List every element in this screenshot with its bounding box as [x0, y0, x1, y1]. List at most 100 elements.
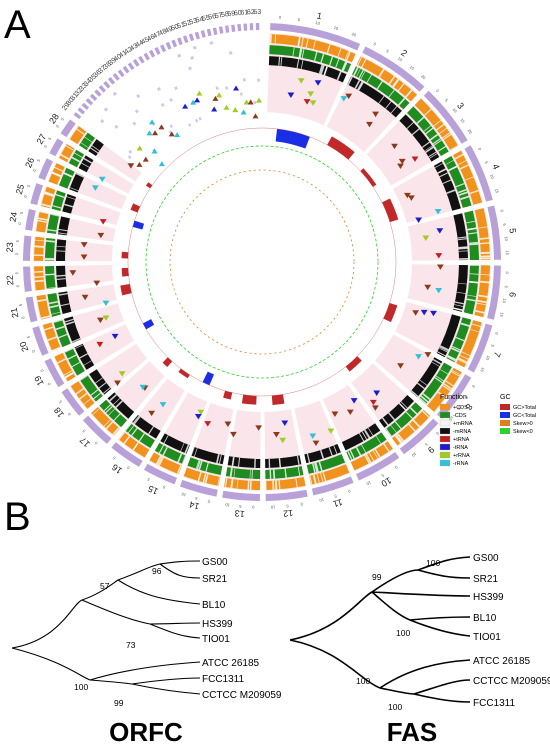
plus-cds-track [91, 406, 120, 436]
track-gap [79, 375, 88, 381]
track-gap [446, 189, 456, 195]
track-gap [64, 318, 74, 323]
track-gap [469, 265, 479, 267]
track-gap [37, 298, 47, 303]
track-gap [113, 413, 121, 421]
scale-tick-label: 15 [409, 64, 416, 71]
tree-orfc-tip-1: GS00 [202, 557, 228, 568]
track-gap [347, 76, 353, 86]
contig-sector: 63 [253, 9, 262, 103]
scale-tick-label: 0 [125, 465, 130, 471]
contig-label: 31 [69, 92, 79, 103]
track-gap [412, 419, 421, 428]
contig-label: 32 [74, 87, 85, 98]
track-gap [328, 56, 334, 66]
track-gap [429, 133, 439, 141]
track-gap [274, 480, 278, 490]
contig-ideogram [222, 490, 260, 501]
rna-marker [391, 143, 398, 150]
contig-label: 56 [208, 13, 217, 21]
track-gap [316, 473, 320, 483]
contig-label: 57 [214, 12, 223, 20]
contig-ideogram [89, 93, 98, 102]
track-gap [437, 145, 447, 152]
track-gap [450, 347, 460, 353]
contig-sector: 31 [69, 92, 149, 162]
contig-ideogram [49, 138, 64, 157]
contig-sector: 47 [152, 31, 199, 123]
small-contig-mark [209, 41, 214, 45]
track-gap [341, 61, 347, 71]
rna-marker [114, 380, 121, 386]
track-gap [360, 70, 366, 80]
contig-sector: 34 [83, 78, 158, 154]
contig-ideogram [94, 89, 102, 97]
track-gap [318, 64, 324, 74]
gc-content-block [327, 136, 355, 160]
track-gap [51, 171, 61, 178]
track-gap [45, 273, 55, 276]
contig-label: 29 [61, 102, 71, 113]
scale-tick-label: 0 [373, 41, 378, 47]
track-gap [60, 153, 70, 160]
contig-label: 1 [316, 11, 323, 22]
track-gap [465, 176, 474, 181]
tree-fas-tip-3: HS399 [473, 592, 504, 603]
rna-marker [127, 163, 135, 169]
contig-label: 25 [14, 183, 26, 195]
minus-cds-track [346, 432, 387, 461]
track-gap [328, 447, 333, 456]
contig-label: 24 [8, 211, 20, 223]
contig-label: 28 [47, 112, 61, 126]
track-gap [470, 328, 480, 333]
track-gap [103, 419, 111, 427]
track-gap [358, 69, 364, 79]
track-gap [354, 80, 361, 89]
track-gap [103, 404, 111, 412]
scale-tick-label: 5 [60, 116, 66, 121]
track-gap [388, 412, 396, 421]
track-gap [45, 240, 56, 243]
minus-cds-track [154, 442, 186, 464]
track-gap [452, 370, 461, 375]
track-gap [466, 298, 476, 302]
mrna-track [58, 291, 72, 315]
contig-label: 18 [52, 405, 66, 419]
track-gap [58, 333, 68, 339]
track-gap [480, 251, 490, 255]
track-gap [397, 433, 404, 442]
track-gap [269, 469, 272, 479]
scale-tick-label: 10 [410, 451, 417, 458]
plus-cds-track [183, 467, 221, 486]
gc-content-block [202, 371, 215, 386]
track-gap [265, 480, 267, 490]
rna-marker [151, 148, 158, 154]
contig-ideogram [44, 358, 65, 388]
contig-label: 4 [490, 163, 501, 171]
rna-marker [397, 163, 404, 170]
rna-marker [412, 310, 420, 316]
contig-sector: 37 [97, 65, 159, 136]
legend-swatch [439, 427, 451, 435]
legend-swatch [500, 404, 510, 410]
track-gap [361, 431, 368, 440]
track-gap [292, 47, 295, 57]
rna-marker [369, 399, 377, 406]
track-gap [365, 454, 372, 463]
contig-ideogram [165, 41, 172, 50]
scale-tick-label: 10 [501, 298, 507, 304]
track-gap [65, 145, 74, 151]
panel-b-phylogenetic-trees: B GS00 SR21 BL10 HS399 TIO01 ATCC 26185 … [4, 495, 550, 747]
track-gap [400, 401, 408, 409]
track-gap [323, 66, 328, 76]
track-gap [205, 462, 209, 472]
minus-cds-track [45, 237, 56, 261]
rna-marker [415, 217, 423, 223]
scale-tick-label: 0 [14, 252, 19, 255]
track-gap [301, 49, 305, 59]
track-gap [216, 454, 220, 464]
track-gap [364, 429, 371, 438]
track-gap [133, 416, 141, 425]
scale-tick-label: 10 [489, 174, 496, 181]
track-gap [118, 432, 125, 440]
